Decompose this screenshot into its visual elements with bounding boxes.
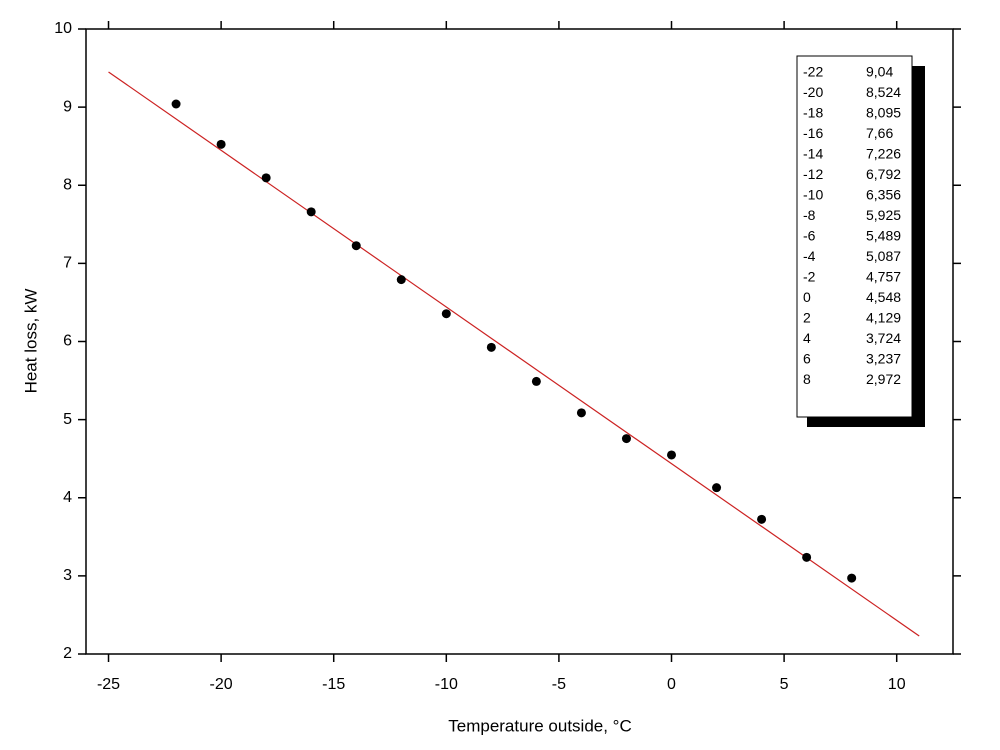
point [531,376,541,386]
y-tick-label: 2 [63,645,72,662]
table-y: 9,04 [866,64,893,80]
table-x: -8 [803,207,816,223]
point [712,483,722,493]
table-y: 4,129 [866,310,901,326]
point [847,573,857,583]
table-x: -6 [803,228,816,244]
point [351,241,361,251]
point [306,207,316,217]
table-x: -16 [803,125,823,141]
y-tick-label: 10 [54,20,72,37]
table-x: -20 [803,84,823,100]
x-tick-label: 0 [667,676,676,693]
table-x: 6 [803,351,811,367]
x-tick-label: -5 [552,676,566,693]
x-tick-label: -10 [435,676,458,693]
point [216,139,226,149]
table-x: -18 [803,105,823,121]
y-tick-label: 3 [63,567,72,584]
table-x: -2 [803,269,816,285]
table-y: 5,087 [866,248,901,264]
x-tick-label: -25 [97,676,120,693]
table-x: 2 [803,310,811,326]
table-y: 6,356 [866,187,901,203]
table-y: 2,972 [866,371,901,387]
table-y: 8,095 [866,105,901,121]
table-x: -14 [803,146,823,162]
table-x: 4 [803,330,811,346]
table-x: 8 [803,371,811,387]
table-y: 8,524 [866,84,901,100]
point [621,434,631,444]
x-tick-label: 5 [780,676,789,693]
table-y: 4,757 [866,269,901,285]
table-y: 3,724 [866,330,901,346]
table-y: 6,792 [866,166,901,182]
table-y: 4,548 [866,289,901,305]
table-x: -4 [803,248,816,264]
x-axis-label: Temperature outside, °C [448,716,632,735]
x-tick-label: 10 [888,676,906,693]
point [576,408,586,418]
point [441,309,451,319]
x-tick-label: -15 [322,676,345,693]
point [757,514,767,524]
table-y: 5,489 [866,228,901,244]
y-tick-label: 7 [63,255,72,272]
y-tick-label: 5 [63,411,72,428]
point [261,173,271,183]
table-x: 0 [803,289,811,305]
table-y: 3,237 [866,351,901,367]
table-y: 7,226 [866,146,901,162]
table-x: -10 [803,187,823,203]
y-tick-label: 6 [63,333,72,350]
point [486,342,496,352]
table-y: 5,925 [866,207,901,223]
point [802,552,812,562]
point [396,275,406,285]
point [667,450,677,460]
y-tick-label: 4 [63,489,72,506]
point [171,99,181,109]
fit-line [108,71,920,637]
table-y: 7,66 [866,125,893,141]
y-tick-label: 8 [63,176,72,193]
x-tick-label: -20 [210,676,233,693]
y-tick-label: 9 [63,98,72,115]
y-axis-label: Heat loss, kW [21,289,40,394]
table-box [796,55,913,418]
table-x: -22 [803,64,823,80]
table-x: -12 [803,166,823,182]
